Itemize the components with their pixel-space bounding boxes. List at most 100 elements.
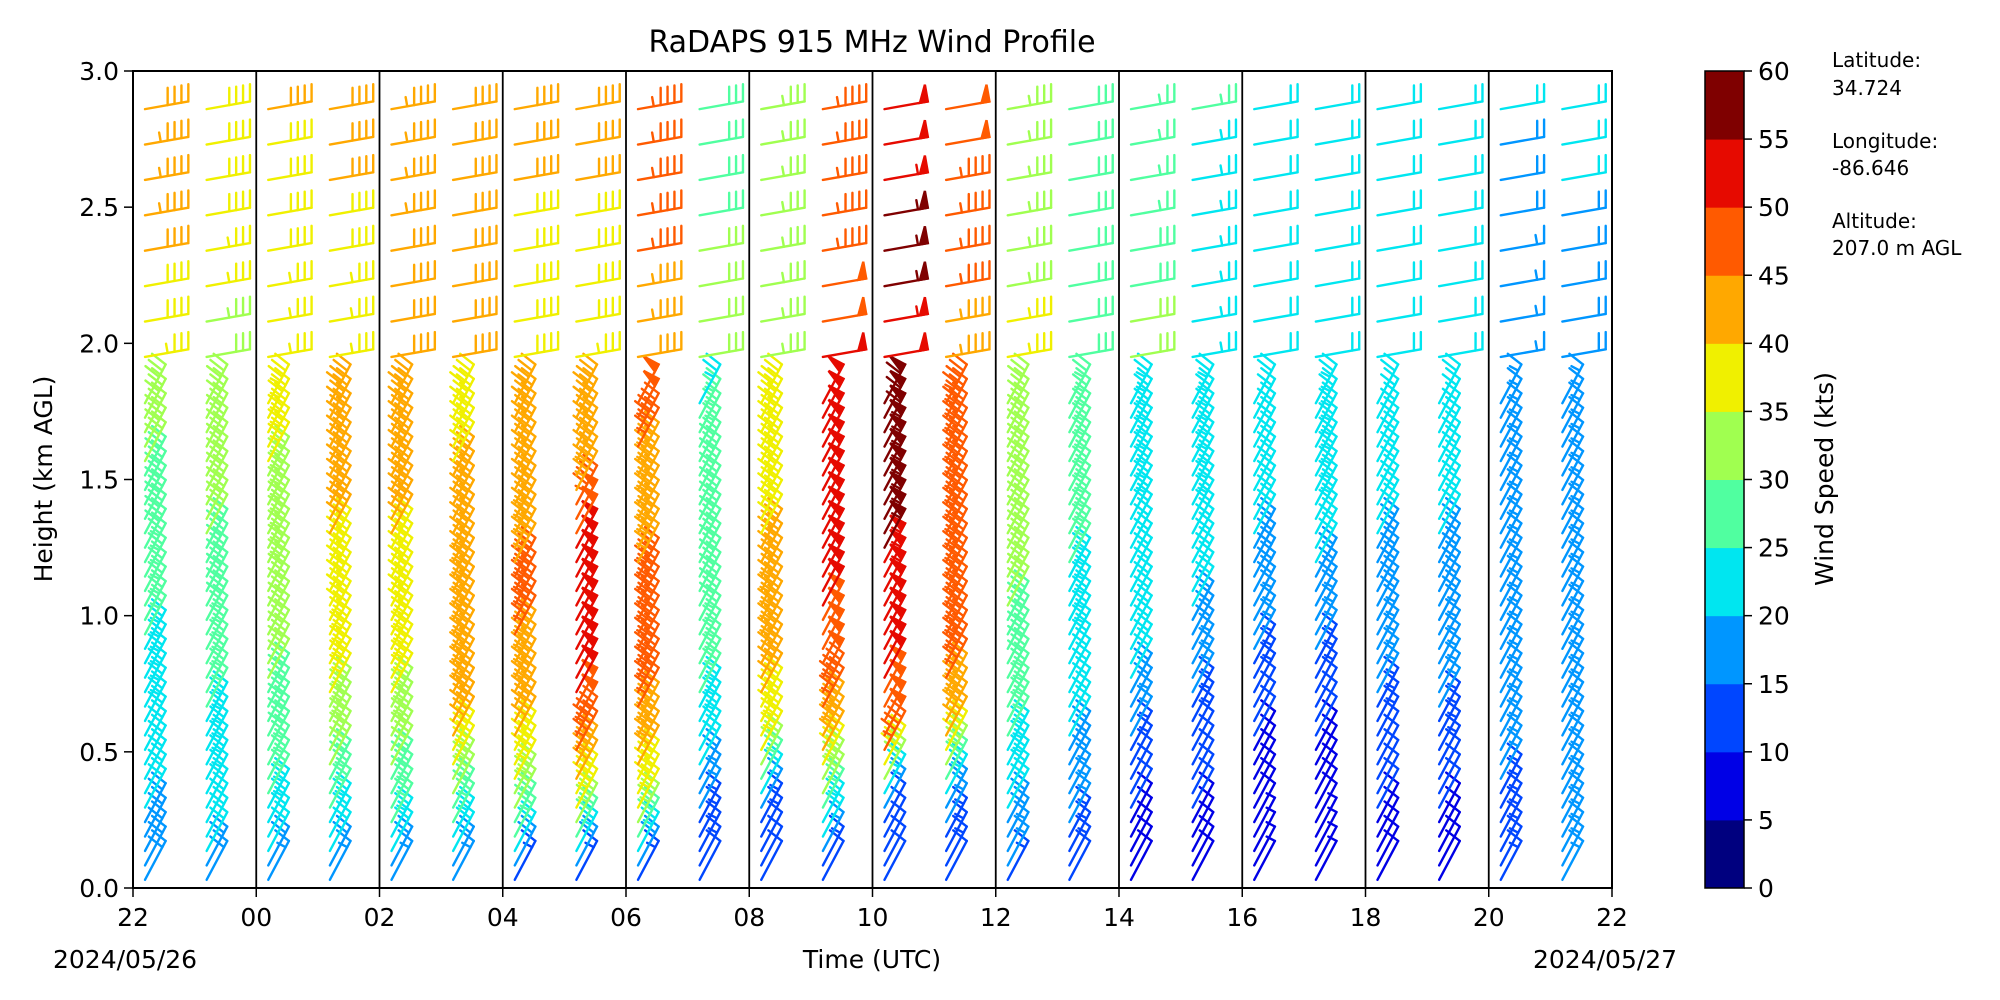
colorbar-swatch: [1705, 547, 1744, 617]
x-tick-label: 12: [980, 903, 1012, 932]
barb-half-feather: [404, 166, 409, 179]
wind-barb: [883, 261, 930, 288]
wind-barb: [1191, 83, 1238, 111]
barb-feather: [205, 379, 222, 393]
barb-feather: [517, 358, 534, 372]
wind-barb: [1314, 189, 1361, 217]
barb-shaft: [1191, 825, 1215, 867]
barb-half-feather: [1534, 233, 1539, 246]
barb-feather: [205, 364, 222, 378]
y-tick-label: 0.0: [79, 874, 119, 903]
x-tick-label: 08: [733, 903, 765, 932]
x-tick-label: 00: [240, 903, 272, 932]
wind-barb: [1068, 260, 1114, 288]
barb-feather: [1136, 367, 1153, 381]
barb-half-feather: [1027, 94, 1032, 107]
barb-flag: [918, 84, 930, 105]
barb-shaft: [821, 839, 845, 882]
wind-barb: [205, 260, 252, 288]
wind-barb: [390, 829, 414, 882]
barb-half-feather: [226, 236, 231, 248]
wind-barb: [760, 189, 806, 217]
wind-barb: [636, 83, 683, 111]
wind-barb: [267, 829, 291, 882]
barb-half-feather: [835, 131, 840, 143]
barb-feather: [1198, 367, 1215, 381]
wind-barb: [387, 554, 414, 607]
barb-shaft: [1253, 753, 1277, 795]
longitude-value: -86.646: [1832, 156, 1909, 180]
barb-half-feather: [226, 271, 231, 284]
barb-shaft: [1376, 796, 1400, 838]
barb-feather: [209, 358, 226, 372]
barb-shaft: [1437, 738, 1461, 780]
wind-barb: [1499, 83, 1546, 111]
wind-barb: [575, 330, 621, 359]
barb-shaft: [1376, 753, 1400, 795]
wind-barb: [387, 367, 414, 419]
wind-barb: [1253, 367, 1277, 419]
barb-feather: [1010, 358, 1027, 372]
wind-barb: [205, 189, 252, 217]
barb-feather: [394, 373, 411, 387]
barb-feather: [325, 371, 342, 385]
wind-barb: [328, 330, 375, 359]
wind-barb: [698, 829, 722, 882]
wind-barb: [760, 118, 806, 146]
barb-shaft: [1253, 796, 1277, 838]
barb-shaft: [1314, 810, 1338, 853]
wind-barb: [944, 84, 991, 111]
barb-feather: [582, 367, 599, 381]
wind-barb: [328, 118, 375, 146]
wind-barb: [1314, 224, 1361, 252]
wind-barb: [1006, 367, 1030, 419]
wind-barb: [821, 153, 868, 182]
wind-barb: [1561, 330, 1607, 359]
barb-shaft: [1437, 825, 1461, 867]
x-tick-label: 16: [1226, 903, 1258, 932]
barb-half-feather: [959, 343, 964, 356]
wind-barb: [575, 260, 621, 288]
wind-barb: [267, 153, 313, 182]
barb-half-feather: [650, 166, 655, 179]
wind-barb: [1191, 189, 1238, 217]
y-tick-label: 1.5: [79, 466, 119, 495]
wind-barb: [1129, 189, 1176, 217]
barb-feather: [942, 371, 959, 385]
barb-feather: [332, 358, 349, 372]
barb-shaft: [1253, 724, 1277, 766]
wind-barb: [325, 367, 352, 419]
barb-shaft: [760, 839, 784, 882]
barb-half-feather: [404, 95, 409, 108]
barb-feather: [885, 375, 902, 389]
barb-half-feather: [1027, 165, 1032, 178]
wind-barb: [510, 626, 537, 679]
colorbar-tick-label: 45: [1758, 261, 1790, 290]
wind-barb: [944, 829, 968, 882]
barb-half-feather: [1219, 164, 1224, 176]
barb-feather: [705, 367, 722, 381]
barb-feather: [757, 371, 774, 385]
chart-title: RaDAPS 915 MHz Wind Profile: [648, 25, 1095, 60]
wind-barb: [1499, 295, 1546, 323]
barb-feather: [209, 373, 226, 387]
barb-feather: [1075, 367, 1092, 381]
colorbar-frame: [1704, 70, 1745, 889]
barb-feather: [1195, 358, 1212, 372]
wind-barb: [944, 224, 991, 252]
barb-feather: [942, 385, 959, 399]
wind-barb: [1437, 153, 1484, 182]
barb-feather: [147, 373, 164, 387]
barb-half-feather: [650, 202, 655, 214]
colorbar-swatch: [1705, 751, 1744, 821]
barb-half-feather: [915, 269, 920, 282]
barb-half-feather: [1157, 164, 1162, 176]
barb-feather: [274, 367, 291, 381]
wind-barb: [390, 260, 437, 288]
wind-barb: [636, 224, 683, 252]
wind-barb: [205, 118, 252, 146]
wind-barb: [449, 367, 475, 419]
barb-feather: [267, 364, 284, 378]
barb-feather: [1380, 373, 1397, 387]
barb-feather: [455, 358, 472, 372]
